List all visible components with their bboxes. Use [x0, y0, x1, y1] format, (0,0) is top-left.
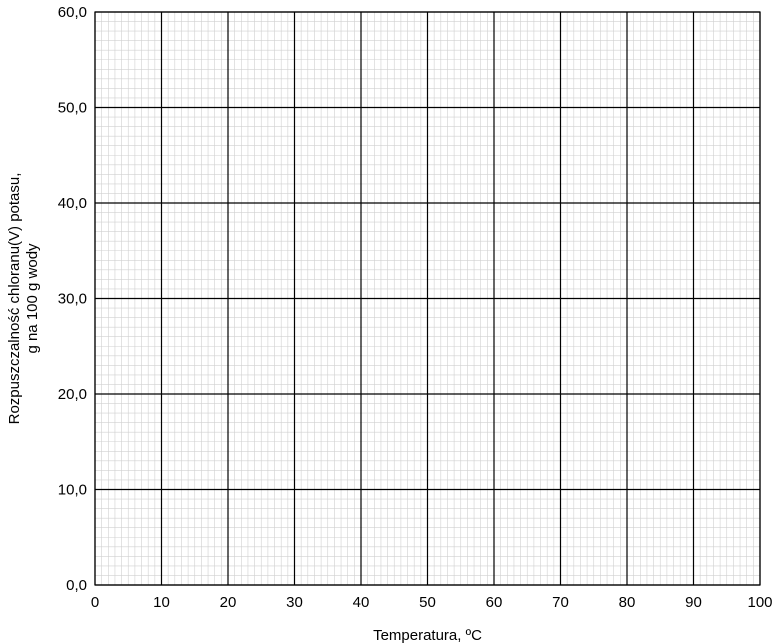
- x-tick-label: 60: [486, 594, 503, 611]
- chart-container: 0 10 20 30 40 50 60 70 80 90 100 0,0 10,0 20,0 30,0 40,…: [0, 0, 780, 644]
- x-tick-label: 50: [419, 594, 436, 611]
- x-tick-label: 20: [220, 594, 237, 611]
- x-tick-label: 10: [153, 594, 170, 611]
- y-tick-label: 50,0: [58, 100, 87, 117]
- x-axis-label: Temperatura, ºC: [373, 627, 482, 644]
- y-tick-label: 30,0: [58, 291, 87, 308]
- y-tick-label: 40,0: [58, 195, 87, 212]
- y-tick-label: 10,0: [58, 482, 87, 499]
- x-tick-label: 100: [747, 594, 772, 611]
- x-tick-label: 90: [685, 594, 702, 611]
- x-tick-label: 0: [91, 594, 99, 611]
- x-tick-label: 70: [552, 594, 569, 611]
- y-tick-label: 20,0: [58, 386, 87, 403]
- x-tick-label: 40: [353, 594, 370, 611]
- x-tick-label: 80: [619, 594, 636, 611]
- solubility-grid-chart: 0 10 20 30 40 50 60 70 80 90 100 0,0 10,0 20,0 30,0 40,…: [0, 0, 780, 644]
- x-tick-label: 30: [286, 594, 303, 611]
- y-tick-label: 60,0: [58, 4, 87, 21]
- y-tick-label: 0,0: [66, 577, 87, 594]
